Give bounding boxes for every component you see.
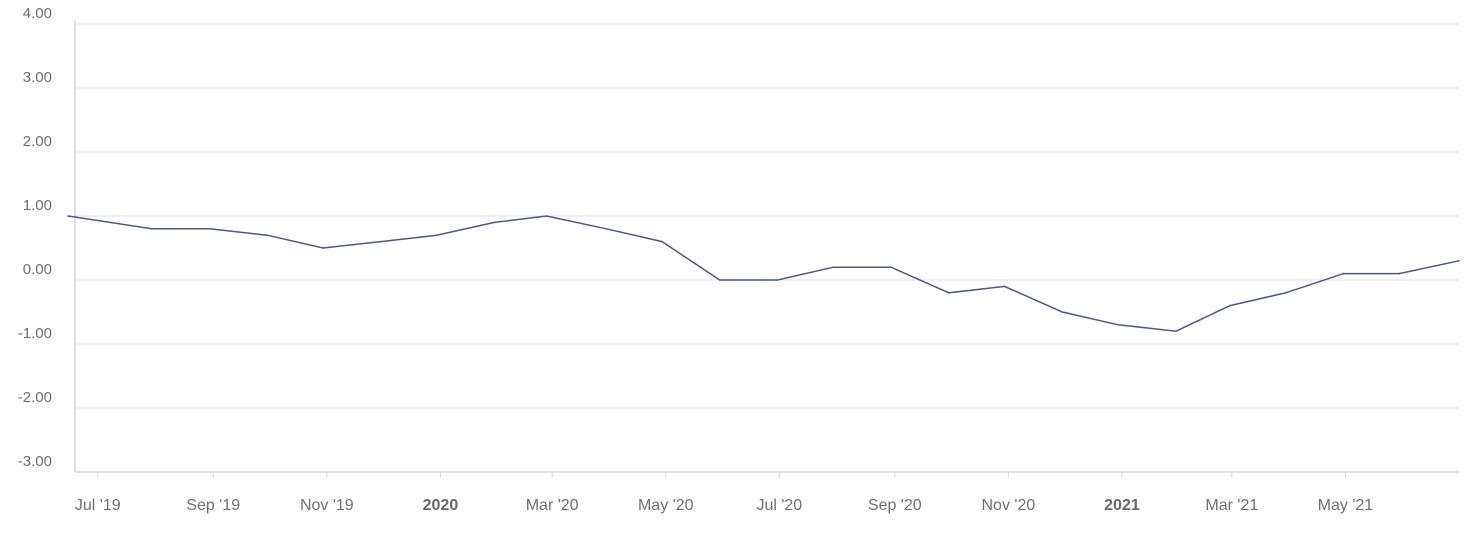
- data-point: [1285, 292, 1287, 294]
- data-point: [1061, 311, 1064, 313]
- x-axis: Jul '19 Sep '19 Nov '19 2020 Mar '20 May '20 J…: [75, 471, 1459, 514]
- y-tick-label: 0.00: [23, 261, 52, 278]
- y-tick-label: 4.00: [23, 5, 52, 22]
- data-point: [150, 228, 153, 230]
- y-tick-label: -2.00: [18, 389, 52, 406]
- data-point: [67, 215, 69, 217]
- data-point: [947, 292, 950, 294]
- x-tick-label: Sep '20: [868, 497, 922, 514]
- x-tick-label: Nov '20: [981, 497, 1035, 514]
- data-point: [718, 279, 721, 281]
- x-tick-label: May '21: [1318, 497, 1374, 514]
- series-layer: [67, 215, 1460, 333]
- data-point: [545, 215, 548, 217]
- data-point: [493, 221, 496, 224]
- data-point: [605, 228, 607, 230]
- gridlines: [75, 23, 1459, 409]
- x-tick-label: Jul '19: [75, 497, 121, 514]
- data-point: [1175, 330, 1177, 333]
- y-tick-label: 1.00: [23, 197, 52, 214]
- y-tick-label: -3.00: [18, 453, 52, 470]
- y-tick-label: -1.00: [18, 325, 52, 342]
- data-point: [380, 240, 382, 243]
- data-point: [661, 240, 663, 243]
- y-tick-label: 2.00: [23, 133, 52, 150]
- series-line: [67, 215, 1460, 332]
- y-tick-label: 3.00: [23, 69, 52, 86]
- data-point: [776, 279, 779, 281]
- x-tick-label: May '20: [638, 497, 694, 514]
- data-point: [266, 234, 269, 236]
- data-point: [1458, 260, 1460, 262]
- data-point: [890, 266, 892, 269]
- data-point: [832, 266, 835, 269]
- data-point: [1117, 324, 1120, 326]
- y-axis: 4.00 3.00 2.00 1.00 0.00 -1.00 -2.00 -3.00: [18, 5, 76, 472]
- x-tick-label: 2020: [423, 497, 459, 514]
- x-tick-label: Mar '20: [526, 497, 579, 514]
- data-point: [322, 247, 324, 249]
- x-tick-label: 2021: [1104, 497, 1140, 514]
- data-point: [208, 228, 211, 230]
- data-point: [1342, 272, 1345, 275]
- data-point: [435, 234, 438, 236]
- x-tick-label: Jul '20: [756, 497, 802, 514]
- x-tick-label: Nov '19: [300, 497, 354, 514]
- data-point: [1003, 285, 1006, 288]
- data-point: [1398, 272, 1401, 275]
- x-tick-label: Sep '19: [186, 497, 240, 514]
- x-tick-label: Mar '21: [1205, 497, 1258, 514]
- data-point: [1229, 304, 1231, 307]
